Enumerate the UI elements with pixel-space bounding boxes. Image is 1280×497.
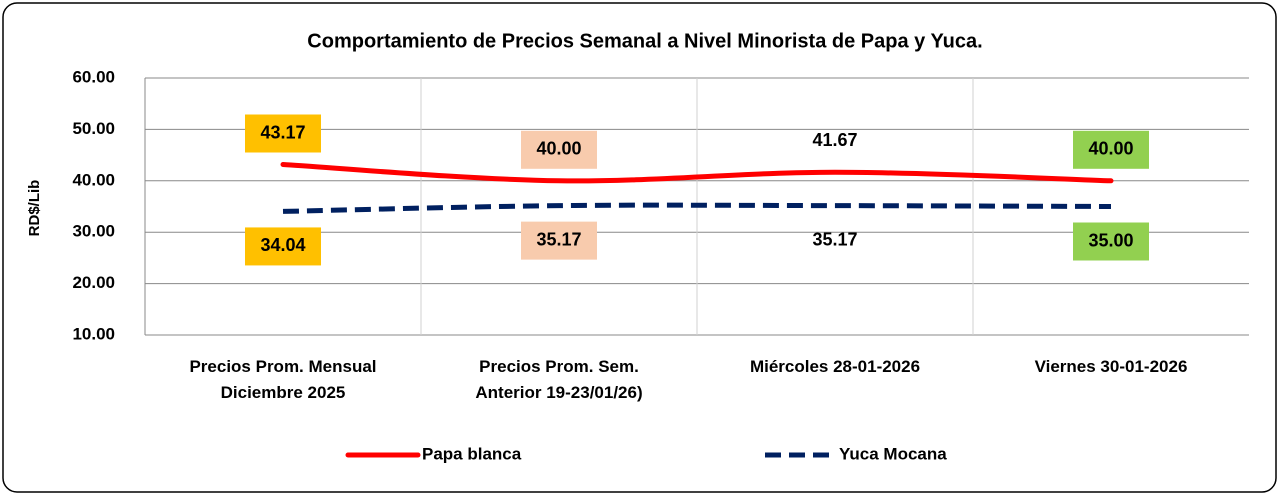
y-tick-label: 50.00 <box>72 119 115 138</box>
data-label: 35.00 <box>1088 230 1133 250</box>
data-label: 35.17 <box>812 229 857 249</box>
x-tick-label: Precios Prom. Sem. Anterior 19-23/01/26) <box>475 357 642 402</box>
data-label-box <box>521 130 597 169</box>
y-tick-label: 20.00 <box>72 273 115 292</box>
y-tick-label: 60.00 <box>72 67 115 86</box>
data-label-box <box>245 114 321 153</box>
y-tick-label: 10.00 <box>72 324 115 343</box>
data-label-box <box>245 227 321 266</box>
data-label-box <box>1073 130 1149 169</box>
chart-title: Comportamiento de Precios Semanal a Nive… <box>307 30 982 52</box>
data-label-box <box>521 221 597 260</box>
x-tick-label: Viernes 30-01-2026 <box>1035 357 1188 376</box>
data-label: 40.00 <box>536 139 581 159</box>
y-tick-label: 30.00 <box>72 222 115 241</box>
legend-label: Yuca Mocana <box>839 444 947 463</box>
data-label: 43.17 <box>260 122 305 142</box>
x-tick-label: Precios Prom. Mensual Diciembre 2025 <box>189 357 376 402</box>
data-label: 41.67 <box>812 130 857 150</box>
data-label: 35.17 <box>536 229 581 249</box>
data-label-box <box>1073 222 1149 261</box>
data-line <box>280 162 1114 184</box>
y-axis-label: RD$/Lib <box>26 180 43 237</box>
data-line <box>282 202 1112 214</box>
x-tick-label: Miércoles 28-01-2026 <box>750 357 920 376</box>
y-tick-label: 40.00 <box>72 170 115 189</box>
data-label: 34.04 <box>260 235 305 255</box>
data-label: 40.00 <box>1088 139 1133 159</box>
legend-label: Papa blanca <box>422 444 522 463</box>
